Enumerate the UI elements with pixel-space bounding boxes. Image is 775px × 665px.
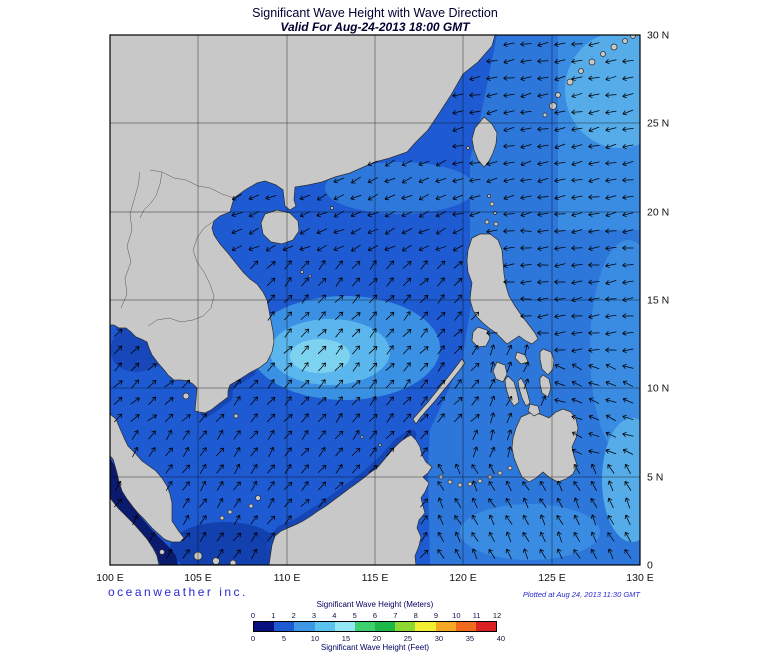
colorbar-segment xyxy=(354,622,376,631)
meters-tick: 12 xyxy=(492,611,502,620)
meters-tick: 8 xyxy=(413,611,418,620)
colorbar-segment xyxy=(475,622,497,631)
chart-title: Significant Wave Height with Wave Direct… xyxy=(252,6,498,20)
colorbar-segment xyxy=(395,622,416,631)
feet-tick: 10 xyxy=(310,634,320,643)
latitude-label: 0 xyxy=(647,560,653,572)
latitude-label: 5 N xyxy=(647,472,663,484)
colorbar-segment xyxy=(294,622,315,631)
wave-height-patch xyxy=(460,504,600,560)
colorbar-segment xyxy=(415,622,436,631)
meters-tick: 2 xyxy=(291,611,296,620)
colorbar-segment xyxy=(274,622,295,631)
axis-labels: 100 E 105 E 110 E 115 E 120 E 125 E 130 E0 5 N 1… xyxy=(96,30,669,585)
feet-tick: 40 xyxy=(496,634,506,643)
meters-tick: 7 xyxy=(393,611,398,620)
land-masses xyxy=(110,35,636,565)
country-border xyxy=(147,317,194,327)
wave-height-patch xyxy=(602,418,640,542)
wave-height-patch xyxy=(290,339,350,373)
meters-tick: 11 xyxy=(472,611,481,620)
wave-height-patch xyxy=(170,522,280,565)
feet-tick: 15 xyxy=(341,634,351,643)
country-border xyxy=(192,220,215,321)
meters-tick: 5 xyxy=(352,611,357,620)
colorbar-segment xyxy=(334,622,355,631)
meters-tick: 6 xyxy=(372,611,378,620)
legend-feet-label: Significant Wave Height (Feet) xyxy=(320,643,430,652)
plotted-timestamp: Plotted at Aug 24, 2013 11:30 GMT xyxy=(522,590,640,599)
oceanweather-branding: oceanweather inc. xyxy=(108,585,248,599)
colorbar-segment xyxy=(455,622,476,631)
map-frame xyxy=(109,34,641,566)
feet-tick: 25 xyxy=(403,634,413,643)
latitude-label: 15 N xyxy=(647,295,669,307)
meters-tick: 4 xyxy=(332,611,337,620)
wave-direction-arrows xyxy=(113,41,634,560)
chart-subtitle: Valid For Aug-24-2013 18:00 GMT xyxy=(280,20,470,34)
longitude-label: 130 E xyxy=(626,572,653,584)
meters-tick: 3 xyxy=(311,611,317,620)
legend-meters-label: Significant Wave Height (Meters) xyxy=(316,600,434,609)
meters-tick: 10 xyxy=(452,611,461,620)
colorbar-segment xyxy=(375,622,396,631)
longitude-label: 120 E xyxy=(449,572,476,584)
country-border xyxy=(149,169,235,199)
legend-colorbar xyxy=(253,621,497,632)
wave-height-patch xyxy=(565,35,640,148)
longitude-label: 115 E xyxy=(362,572,389,584)
feet-tick: 0 xyxy=(250,634,256,643)
colorbar-segment xyxy=(435,622,456,631)
feet-tick: 30 xyxy=(434,634,444,643)
country-border xyxy=(120,171,141,309)
latitude-label: 10 N xyxy=(647,383,669,395)
longitude-label: 105 E xyxy=(184,572,211,584)
colorbar-segment xyxy=(254,622,275,631)
map-layers xyxy=(110,35,640,565)
colorbar-segment xyxy=(314,622,335,631)
country-border xyxy=(139,171,163,219)
longitude-label: 100 E xyxy=(96,572,123,584)
longitude-label: 110 E xyxy=(274,572,301,584)
feet-tick: 20 xyxy=(372,634,382,643)
graticule xyxy=(110,35,640,565)
longitude-label: 125 E xyxy=(538,572,565,584)
latitude-label: 20 N xyxy=(647,207,669,219)
wave-height-map: 100 E 105 E 110 E 115 E 120 E 125 E 130 E0 5 N 1… xyxy=(96,30,669,585)
legend-meters-ticks: 0 1 2 3 4 5 6 7 8 9 10 11 12 xyxy=(250,611,501,620)
latitude-label: 30 N xyxy=(647,30,669,42)
feet-tick: 5 xyxy=(281,634,287,643)
meters-tick: 1 xyxy=(271,611,276,620)
latitude-label: 25 N xyxy=(647,118,669,130)
wave-height-patch xyxy=(110,458,178,565)
wave-height-patch xyxy=(325,162,475,214)
meters-tick: 0 xyxy=(250,611,256,620)
meters-tick: 9 xyxy=(433,611,439,620)
feet-tick: 35 xyxy=(465,634,475,643)
legend-feet-ticks: 0 5 10 15 20 25 30 35 40 xyxy=(250,634,505,643)
